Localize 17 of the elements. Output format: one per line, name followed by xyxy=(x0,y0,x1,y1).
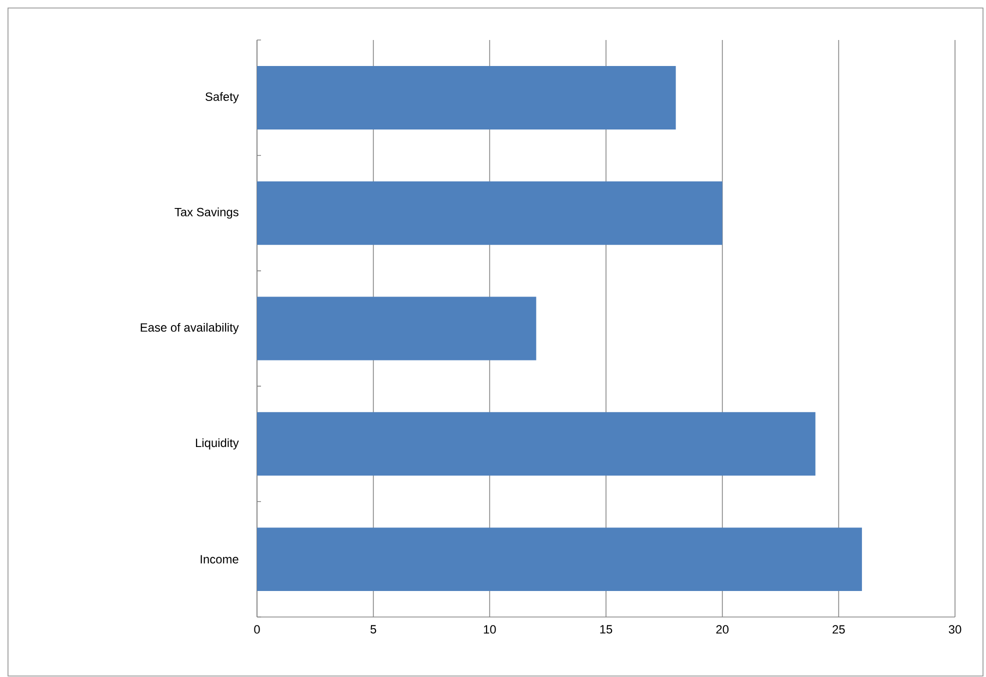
x-tick-label: 0 xyxy=(254,625,260,634)
bar xyxy=(257,528,862,592)
x-tick-label: 10 xyxy=(484,625,496,634)
y-tick-label: Tax Savings xyxy=(174,208,238,219)
bar xyxy=(257,412,816,476)
bar xyxy=(257,181,722,245)
y-tick-label: Ease of availability xyxy=(140,322,239,334)
bar xyxy=(257,66,676,130)
bar xyxy=(257,296,536,360)
x-tick-label: 30 xyxy=(948,625,962,634)
y-tick-label: Income xyxy=(200,555,238,564)
x-tick-label: 5 xyxy=(370,625,376,634)
x-tick-label: 15 xyxy=(600,625,612,634)
x-tick-label: 20 xyxy=(716,625,729,634)
y-tick-label: Liquidity xyxy=(196,438,239,450)
y-tick-label: Safety xyxy=(206,92,239,104)
x-tick-label: 25 xyxy=(832,625,845,634)
